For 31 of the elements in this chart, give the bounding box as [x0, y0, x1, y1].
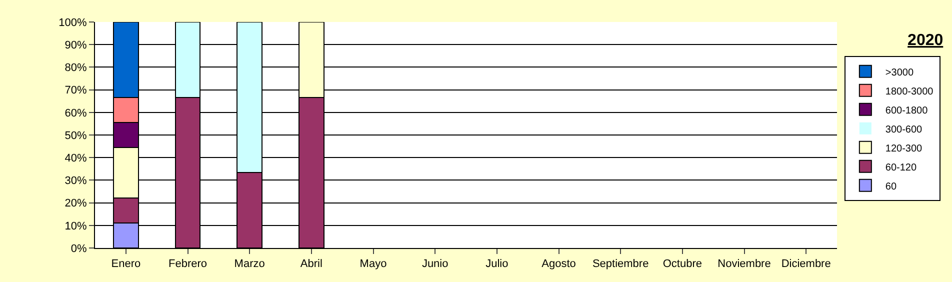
y-tick-label: 20%	[64, 198, 88, 210]
y-tick-label: 70%	[64, 84, 88, 97]
x-tick-label: Mayo	[360, 258, 387, 270]
y-tick-label: 30%	[64, 175, 88, 188]
y-tick-label: 80%	[64, 62, 88, 74]
legend-label: >3000	[885, 67, 914, 78]
legend-label: 600-1800	[885, 105, 928, 116]
y-tick-label: 90%	[64, 39, 88, 52]
x-tick-label: Agosto	[542, 258, 576, 270]
x-tick-label: Noviembre	[718, 258, 771, 270]
y-tick-label: 60%	[64, 107, 88, 120]
legend-label: 60	[885, 181, 897, 192]
x-tick-label: Diciembre	[781, 258, 831, 270]
x-tick-label: Septiembre	[592, 258, 649, 270]
x-tick-label: Junio	[422, 258, 448, 270]
x-tick-label: Julio	[486, 258, 508, 270]
x-tick-label: Marzo	[234, 258, 265, 270]
legend-label: 60-120	[885, 162, 917, 174]
legend-label: 1800-3000	[885, 86, 934, 98]
x-tick-label: Enero	[111, 258, 141, 270]
y-tick-label: 40%	[64, 152, 88, 164]
y-tick-label: 100%	[58, 16, 88, 29]
legend-label: 120-300	[885, 143, 923, 154]
y-tick-label: 50%	[64, 130, 88, 142]
x-tick-label: Octubre	[662, 258, 702, 270]
text: 2020	[908, 32, 944, 50]
y-tick-label: 0%	[70, 242, 88, 255]
y-tick-label: 10%	[64, 220, 88, 232]
x-tick-label: Abril	[300, 258, 322, 270]
x-tick-label: Febrero	[168, 258, 208, 270]
legend-label: 300-600	[885, 124, 923, 136]
